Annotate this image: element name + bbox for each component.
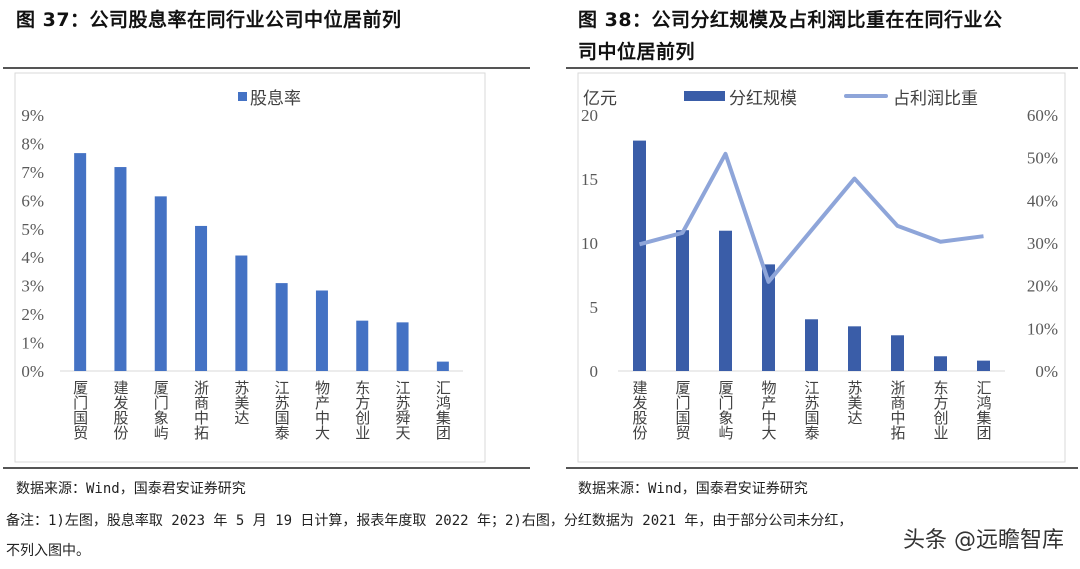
legend-label: 股息率	[250, 89, 301, 109]
x-tick-label: 江苏国泰	[803, 380, 821, 440]
y-tick-label: 4%	[21, 248, 44, 267]
bar-物产中大	[762, 264, 775, 371]
y2-tick-label: 40%	[1027, 191, 1058, 210]
bar-建发股份	[633, 140, 646, 371]
x-tick-label: 江苏舜天	[394, 380, 412, 440]
right-chart-title-line1: 图 38：公司分红规模及占利润比重在在同行业公	[578, 9, 1003, 31]
bar-建发股份	[114, 167, 127, 371]
divider-bottom-right	[566, 467, 1078, 469]
y-tick-label: 5	[590, 298, 599, 317]
y-tick-label: 5%	[21, 220, 44, 239]
x-tick-label: 苏美达	[846, 380, 864, 425]
y2-tick-label: 50%	[1027, 149, 1058, 168]
y-tick-label: 6%	[21, 191, 44, 210]
y-tick-label: 7%	[21, 163, 44, 182]
x-tick-label: 物产中大	[760, 380, 778, 440]
y-tick-label: 1%	[21, 334, 44, 353]
x-tick-label: 建发股份	[631, 380, 649, 441]
x-tick-label: 汇鸿集团	[434, 380, 452, 440]
y2-tick-label: 10%	[1027, 319, 1058, 338]
right-chart-title-line2: 司中位居前列	[578, 41, 696, 63]
left-chart-frame	[14, 72, 486, 463]
bar-江苏舜天	[396, 322, 409, 371]
y-tick-label: 10	[581, 234, 598, 253]
bar-东方创业	[356, 320, 369, 371]
legend-swatch-dividend-yield	[238, 92, 247, 101]
right-chart-frame	[577, 72, 1066, 463]
divider-top-right	[566, 67, 1078, 69]
bar-汇鸿集团	[436, 361, 449, 371]
x-tick-label: 浙商中拓	[192, 380, 210, 440]
x-tick-label: 浙商中拓	[889, 380, 907, 440]
y2-tick-label: 30%	[1027, 234, 1058, 253]
legend-swatch-dividend-size	[684, 91, 725, 101]
x-tick-label: 厦门象屿	[152, 380, 170, 441]
y-tick-label: 0%	[21, 362, 44, 381]
bar-东方创业	[934, 356, 947, 371]
bar-苏美达	[848, 326, 861, 371]
right-source: 数据来源：Wind，国泰君安证券研究	[578, 481, 808, 497]
x-tick-label: 汇鸿集团	[975, 380, 993, 440]
y-tick-label: 15	[581, 170, 598, 189]
divider-bottom-left	[3, 467, 530, 469]
y-tick-label: 20	[581, 106, 598, 125]
x-tick-label: 东方创业	[353, 380, 371, 440]
x-tick-label: 东方创业	[932, 380, 950, 440]
y-axis-unit: 亿元	[583, 89, 617, 109]
y-tick-label: 2%	[21, 305, 44, 324]
x-tick-label: 建发股份	[111, 380, 129, 441]
left-chart: 0% 1% 2% 3% 4% 5% 6% 7% 8% 9% 厦门国贸 建发股份 厦门象屿 浙商中拓 苏美达 江…	[21, 89, 463, 441]
bar-厦门象屿	[154, 196, 167, 371]
left-chart-title: 图 37：公司股息率在同行业公司中位居前列	[16, 9, 402, 31]
bar-物产中大	[315, 290, 328, 371]
note-line2: 不列入图中。	[6, 543, 90, 559]
x-tick-label: 物产中大	[313, 380, 331, 440]
bar-厦门象屿	[719, 230, 732, 371]
bar-江苏国泰	[805, 319, 818, 371]
y2-tick-label: 20%	[1027, 277, 1058, 296]
right-chart: 0 5 10 15 20 0% 10% 20% 30% 40% 50% 60% 建发股份 厦门国贸 厦门象屿…	[581, 89, 1058, 441]
y2-tick-label: 60%	[1027, 106, 1058, 125]
y-tick-label: 3%	[21, 277, 44, 296]
y-tick-label: 9%	[21, 106, 44, 125]
legend-label: 分红规模	[729, 89, 797, 109]
bar-浙商中拓	[891, 335, 904, 371]
bar-浙商中拓	[195, 225, 208, 371]
bar-江苏国泰	[275, 283, 288, 371]
bar-汇鸿集团	[977, 360, 990, 371]
x-tick-label: 苏美达	[232, 380, 250, 425]
y-tick-label: 0	[590, 362, 599, 381]
bar-厦门国贸	[676, 230, 689, 371]
note-line1: 备注：1)左图，股息率取 2023 年 5 月 19 日计算，报表年度取 202…	[6, 513, 853, 529]
x-tick-label: 厦门国贸	[71, 380, 89, 440]
y2-tick-label: 0%	[1035, 362, 1058, 381]
y-tick-label: 8%	[21, 134, 44, 153]
bar-苏美达	[235, 255, 248, 371]
watermark: 头条 @远瞻智库	[901, 522, 1066, 554]
bar-厦门国贸	[74, 153, 87, 371]
x-tick-label: 厦门国贸	[674, 380, 692, 440]
x-tick-label: 厦门象屿	[717, 380, 735, 441]
divider-top-left	[3, 67, 530, 69]
legend-label: 占利润比重	[893, 89, 978, 109]
x-tick-label: 江苏国泰	[273, 380, 291, 440]
left-source: 数据来源：Wind，国泰君安证券研究	[16, 481, 246, 497]
